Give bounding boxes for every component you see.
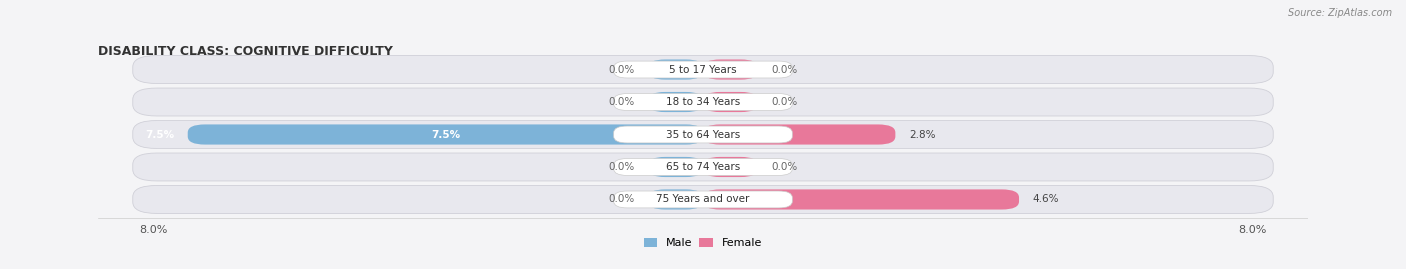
Text: 18 to 34 Years: 18 to 34 Years — [666, 97, 740, 107]
Text: 0.0%: 0.0% — [772, 97, 799, 107]
FancyBboxPatch shape — [132, 186, 1274, 213]
FancyBboxPatch shape — [648, 59, 703, 80]
Text: 2.8%: 2.8% — [910, 129, 935, 140]
Text: 5 to 17 Years: 5 to 17 Years — [669, 65, 737, 75]
FancyBboxPatch shape — [648, 92, 703, 112]
FancyBboxPatch shape — [703, 125, 896, 144]
Text: 75 Years and over: 75 Years and over — [657, 194, 749, 204]
Text: 4.6%: 4.6% — [1033, 194, 1059, 204]
FancyBboxPatch shape — [613, 61, 793, 78]
FancyBboxPatch shape — [703, 59, 758, 80]
FancyBboxPatch shape — [648, 189, 703, 210]
Text: 0.0%: 0.0% — [607, 97, 634, 107]
FancyBboxPatch shape — [703, 92, 758, 112]
FancyBboxPatch shape — [132, 153, 1274, 181]
FancyBboxPatch shape — [703, 157, 758, 177]
FancyBboxPatch shape — [132, 121, 1274, 148]
Text: 7.5%: 7.5% — [430, 129, 460, 140]
Legend: Male, Female: Male, Female — [640, 233, 766, 253]
FancyBboxPatch shape — [613, 94, 793, 111]
Text: 0.0%: 0.0% — [607, 194, 634, 204]
Text: 0.0%: 0.0% — [607, 65, 634, 75]
Text: 0.0%: 0.0% — [772, 65, 799, 75]
FancyBboxPatch shape — [703, 189, 1019, 210]
FancyBboxPatch shape — [132, 56, 1274, 83]
Text: 0.0%: 0.0% — [607, 162, 634, 172]
Text: 7.5%: 7.5% — [145, 129, 174, 140]
FancyBboxPatch shape — [613, 191, 793, 208]
FancyBboxPatch shape — [188, 125, 703, 144]
Text: 65 to 74 Years: 65 to 74 Years — [666, 162, 740, 172]
FancyBboxPatch shape — [613, 158, 793, 175]
Text: DISABILITY CLASS: COGNITIVE DIFFICULTY: DISABILITY CLASS: COGNITIVE DIFFICULTY — [98, 45, 394, 58]
Text: 35 to 64 Years: 35 to 64 Years — [666, 129, 740, 140]
FancyBboxPatch shape — [132, 88, 1274, 116]
FancyBboxPatch shape — [613, 126, 793, 143]
Text: 0.0%: 0.0% — [772, 162, 799, 172]
FancyBboxPatch shape — [648, 157, 703, 177]
Text: Source: ZipAtlas.com: Source: ZipAtlas.com — [1288, 8, 1392, 18]
